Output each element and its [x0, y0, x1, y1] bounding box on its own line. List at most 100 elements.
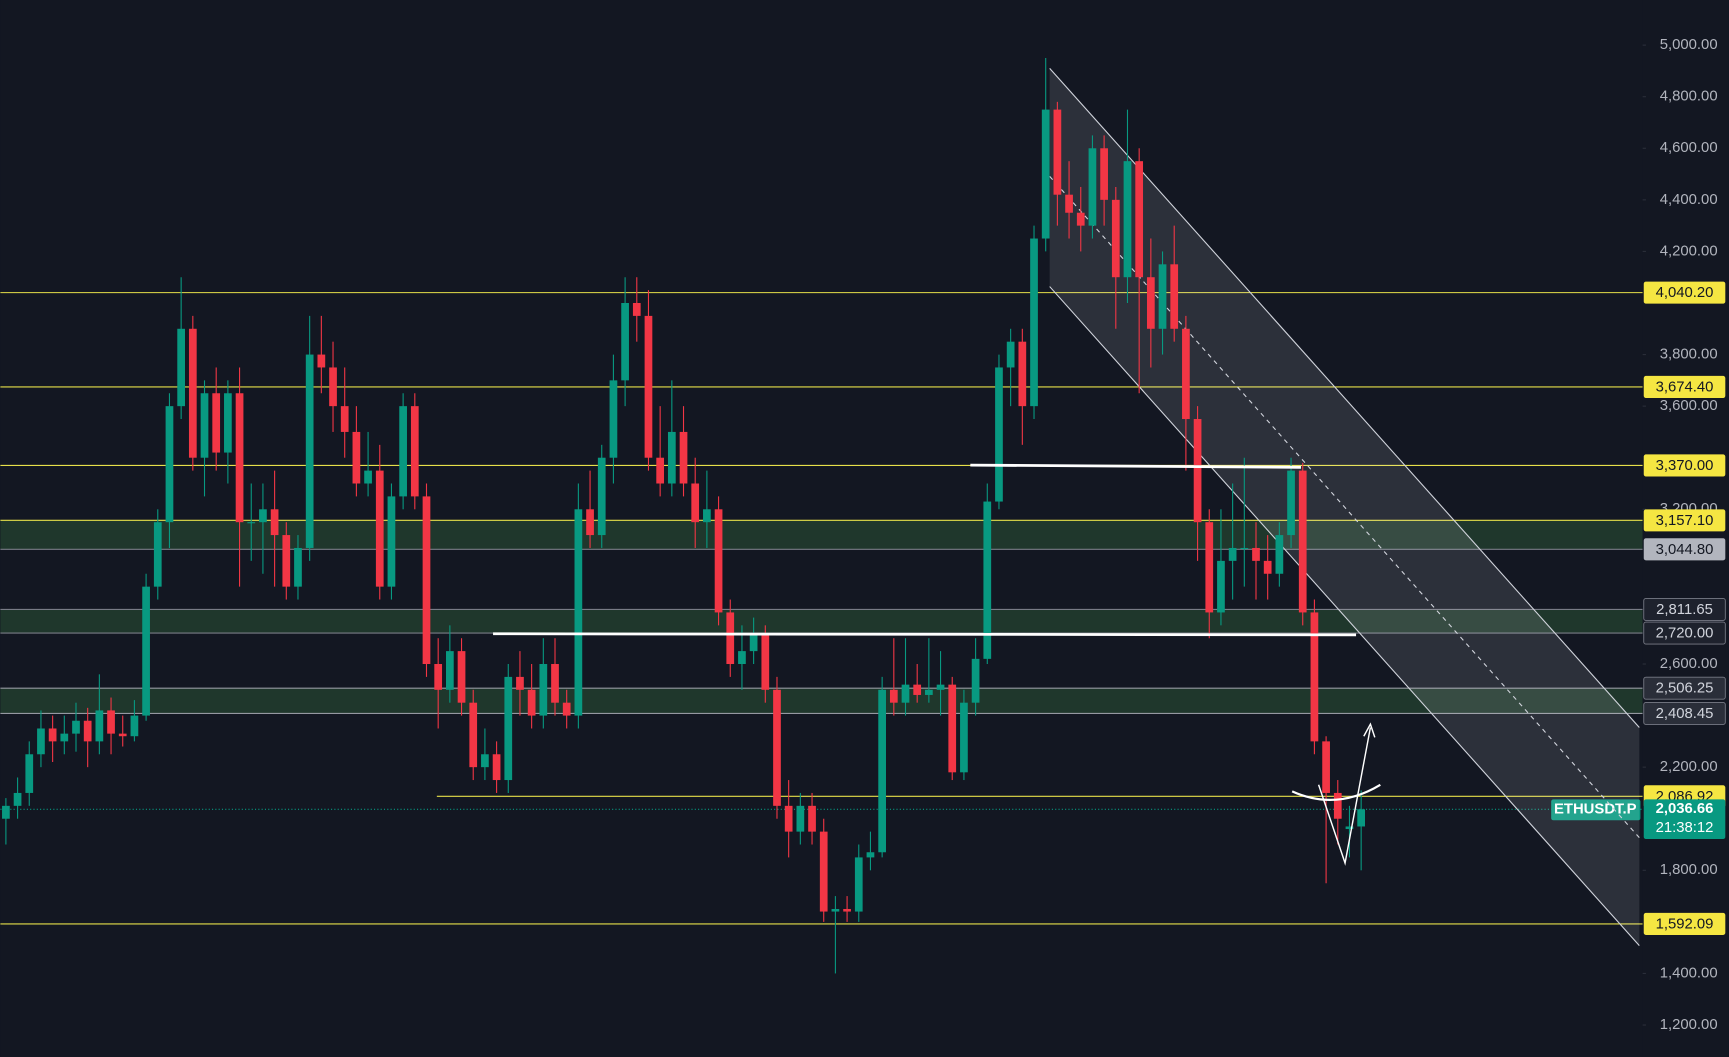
y-tick-label: 4,600.00 [1660, 140, 1718, 156]
candle-body [1135, 161, 1144, 278]
candle-body [539, 664, 548, 716]
candle-body [492, 754, 501, 781]
y-tick-label: 4,200.00 [1660, 243, 1718, 259]
candle-body [188, 328, 197, 458]
candle-body [224, 393, 232, 453]
candle-body [340, 406, 349, 432]
candle-body [107, 710, 115, 734]
candle-body [621, 302, 629, 381]
candle-body [118, 733, 127, 737]
y-tick-label: 1,400.00 [1660, 965, 1718, 981]
candle-body [866, 852, 875, 858]
candle-body [165, 406, 174, 523]
candle-body [679, 431, 688, 484]
candle-body [1030, 238, 1038, 407]
candle-body [352, 431, 361, 484]
level-badge [1643, 676, 1726, 700]
candle-body [410, 406, 419, 497]
candle-body [317, 354, 326, 368]
candle-body [1310, 612, 1319, 742]
candle-body [597, 457, 606, 536]
candle-body [1018, 341, 1027, 407]
candle-body [819, 831, 828, 912]
level-label: 2,408.45 [1656, 706, 1714, 722]
last-price-label: 2,036.66 [1656, 801, 1714, 817]
candle-body [364, 470, 372, 484]
zone [0, 688, 1643, 714]
candle-body [445, 651, 454, 690]
candle-body [481, 754, 489, 768]
candle-body [1287, 470, 1295, 536]
candle-body [1345, 826, 1354, 830]
candle-body [1111, 199, 1120, 278]
candle-body [72, 720, 80, 734]
candle-body [948, 684, 957, 773]
candle-body [691, 483, 700, 523]
candle-body [1158, 264, 1167, 329]
candle-body [925, 689, 933, 695]
candle-body [504, 676, 513, 781]
level-label: 3,157.10 [1656, 513, 1714, 529]
candle-body [516, 676, 524, 690]
candle-body [644, 315, 653, 458]
candle-body [83, 720, 92, 742]
candle-body [936, 684, 945, 690]
level-badge [1643, 375, 1726, 398]
candle-body [1298, 470, 1307, 613]
candle-body [13, 792, 22, 806]
candle-body [2, 805, 10, 819]
channel-upper [1049, 67, 1640, 728]
level-label: 4,040.20 [1656, 285, 1714, 301]
candle-body [259, 509, 267, 523]
candle-body [329, 367, 337, 407]
y-tick-label: 2,600.00 [1660, 656, 1718, 672]
candle-body [434, 664, 443, 690]
y-tick-label: 1,200.00 [1660, 1017, 1718, 1033]
candle-body [1065, 194, 1073, 213]
candle-body [422, 496, 431, 665]
candle-body [1006, 341, 1015, 368]
candle-body [586, 509, 594, 536]
level-badge [1643, 701, 1726, 725]
y-tick-label: 4,800.00 [1660, 89, 1718, 105]
candle-body [562, 702, 571, 716]
arrow-drawing [1317, 727, 1372, 866]
y-tick-label: 3,600.00 [1660, 398, 1718, 414]
candle-body [632, 302, 641, 316]
candle-body [714, 509, 723, 613]
level-badge [1643, 454, 1726, 477]
candle-body [1076, 212, 1085, 226]
candle-body [1100, 148, 1108, 200]
candle-body [656, 457, 665, 484]
candle-body [212, 393, 221, 453]
candle-body [1146, 277, 1155, 329]
level-label: 3,370.00 [1656, 458, 1714, 474]
level-label: 2,811.65 [1656, 602, 1713, 618]
level-badge [1643, 509, 1726, 532]
candle-body [1322, 741, 1330, 793]
zone [0, 609, 1643, 634]
candle-body [1123, 161, 1132, 278]
candle-body [1041, 109, 1050, 239]
symbol-label: ETHUSDT.P [1554, 802, 1637, 818]
candle-body [294, 547, 302, 587]
candle-body [773, 689, 781, 806]
candle-body [1193, 419, 1202, 523]
candle-body [843, 908, 851, 912]
candle-body [831, 908, 840, 912]
candle-body [387, 496, 396, 587]
candle-body [1053, 109, 1062, 195]
trend-line [493, 632, 1357, 637]
candle-body [726, 612, 735, 665]
candle-body [609, 380, 618, 458]
candle-body [37, 728, 45, 755]
candle-body [247, 522, 256, 524]
candles [2, 58, 1366, 974]
candle-body [1205, 522, 1214, 613]
candle-body [1333, 792, 1342, 819]
candle-body [983, 501, 992, 659]
candle-body [60, 733, 69, 742]
